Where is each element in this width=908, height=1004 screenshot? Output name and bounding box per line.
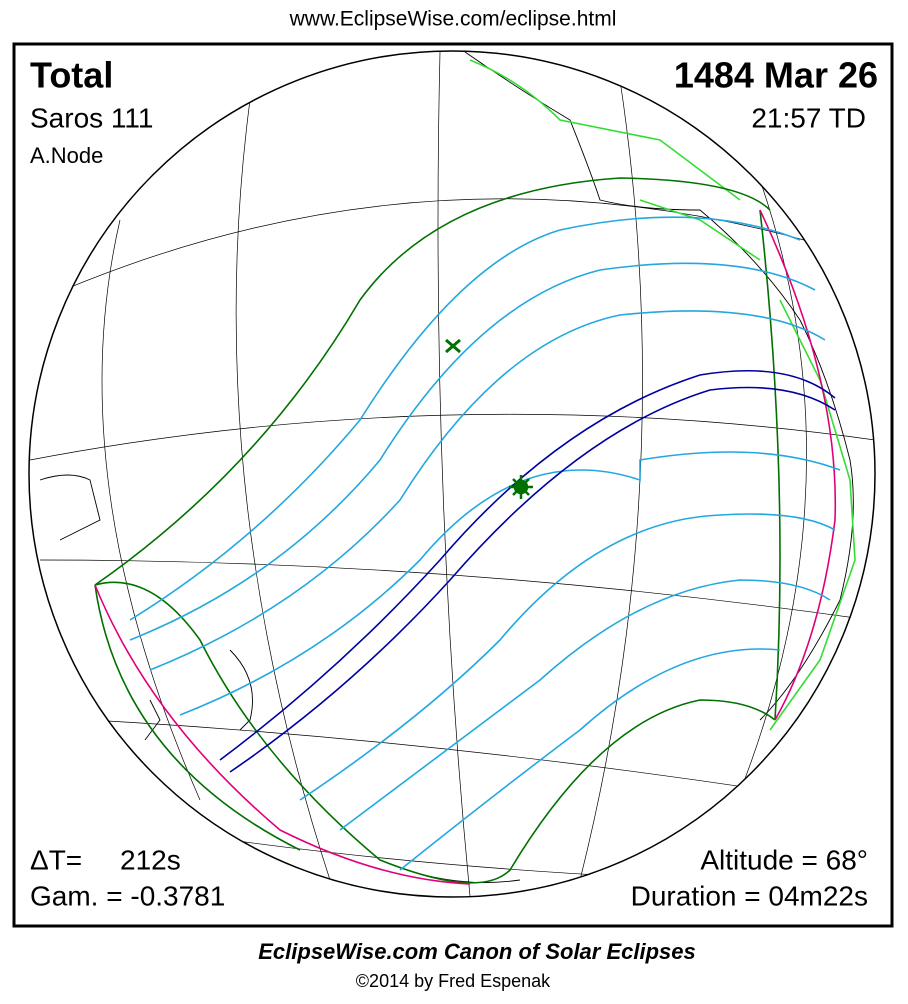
altitude: Altitude = 68°: [700, 844, 868, 875]
umbra-north-limit: [219, 369, 836, 761]
footer-copyright: ©2014 by Fred Espenak: [356, 971, 551, 991]
greatest-eclipse-marker: [445, 338, 461, 354]
delta-t-label: ΔT=: [30, 844, 82, 875]
isolines: [129, 216, 841, 871]
node: A.Node: [30, 143, 103, 168]
delta-t-value: 212s: [120, 844, 181, 875]
eclipse-date: 1484 Mar 26: [674, 55, 878, 96]
sunset-limit: [759, 209, 837, 721]
sun-marker: [509, 475, 533, 499]
eclipse-type: Total: [30, 55, 113, 96]
saros: Saros 111: [30, 102, 153, 133]
rise-set-curve-east: [759, 209, 781, 721]
umbra-south-limit: [229, 386, 836, 773]
penumbra-south-limit: [94, 581, 776, 884]
globe: [28, 50, 876, 898]
rise-set-curve: [94, 584, 301, 851]
sunrise-limit: [94, 584, 471, 885]
penumbra-north-limit: [94, 177, 771, 586]
footer-title: EclipseWise.com Canon of Solar Eclipses: [258, 939, 696, 964]
border-lines: [469, 59, 856, 731]
duration: Duration = 04m22s: [631, 880, 868, 911]
header-url: www.EclipseWise.com/eclipse.html: [289, 8, 617, 31]
time: 21:57 TD: [751, 102, 866, 133]
gamma: Gam. = -0.3781: [30, 880, 225, 911]
